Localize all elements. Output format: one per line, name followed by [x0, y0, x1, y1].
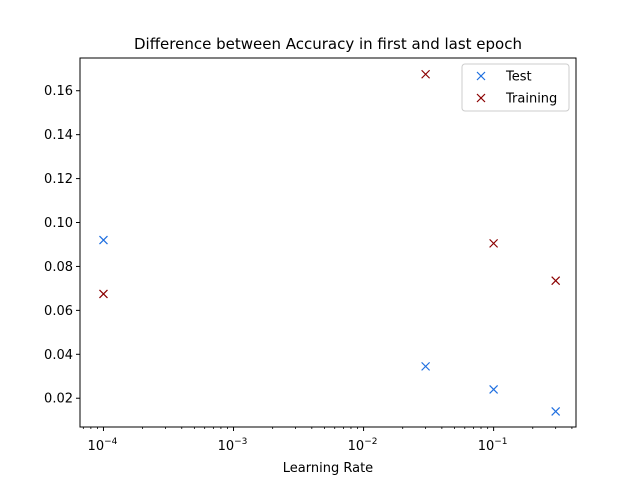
x-tick-label: 10−1 — [478, 437, 508, 454]
y-tick-label: 0.02 — [44, 392, 73, 407]
training-point — [489, 238, 499, 248]
y-tick-label: 0.04 — [44, 348, 73, 363]
x-tick-label: 10−2 — [348, 437, 378, 454]
plot-area — [79, 57, 577, 428]
legend-marker-training — [476, 93, 486, 103]
y-tick-label: 0.12 — [44, 172, 73, 187]
y-tick-label: 0.16 — [44, 84, 73, 99]
legend: Test Training — [461, 63, 570, 112]
test-point — [551, 406, 561, 416]
legend-label-test: Test — [505, 70, 532, 85]
chart-title: Difference between Accuracy in first and… — [134, 35, 522, 53]
training-point — [421, 69, 431, 79]
test-point — [489, 385, 499, 394]
x-tick-label: 10−4 — [88, 437, 118, 454]
y-tick-label: 0.14 — [44, 128, 73, 143]
test-point — [99, 235, 108, 245]
legend-box — [461, 63, 570, 112]
y-axis-ticks: 0.02 0.04 0.06 0.08 0.10 0.12 0.14 0.16 — [44, 84, 80, 407]
y-tick-label: 0.10 — [44, 216, 73, 231]
training-point — [551, 276, 561, 286]
x-tick-label: 10−3 — [218, 437, 248, 454]
training-point — [99, 289, 108, 299]
x-axis-ticks: 10−4 10−3 10−2 10−1 — [82, 427, 573, 454]
data-points — [99, 69, 561, 416]
plot-frame — [79, 57, 577, 428]
x-axis-label: Learning Rate — [283, 461, 373, 476]
legend-label-training: Training — [505, 92, 557, 107]
y-tick-label: 0.08 — [44, 260, 73, 275]
test-point — [421, 361, 431, 371]
legend-marker-test — [476, 71, 486, 81]
y-tick-label: 0.06 — [44, 304, 73, 319]
